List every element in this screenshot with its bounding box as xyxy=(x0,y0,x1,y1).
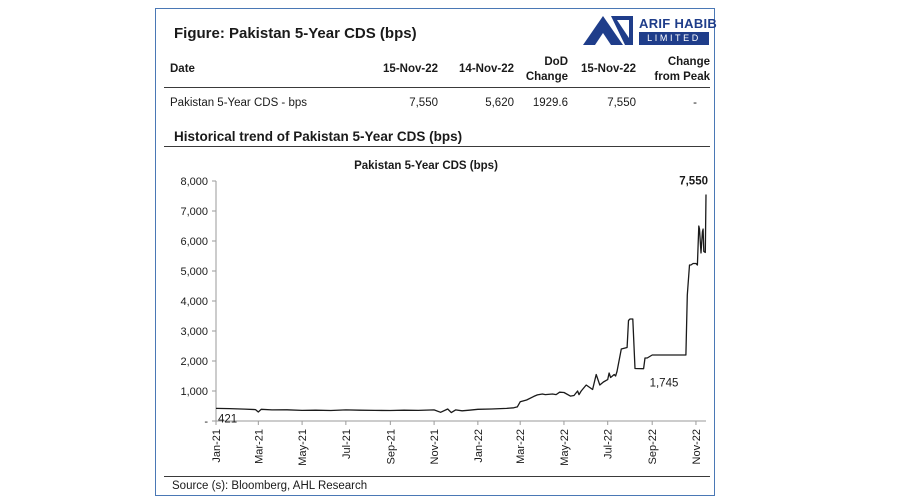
cds-line-chart: Pakistan 5-Year CDS (bps) - 1,000 2,000 3,0… xyxy=(180,160,708,466)
table-cell-dod-change: 1929.6 xyxy=(532,97,568,109)
data-label: 421 xyxy=(218,413,237,425)
y-axis-ticks: - 1,000 2,000 3,000 4,000 5,000 6,000 7,000 8,00… xyxy=(180,176,216,428)
x-tick-label: Jan-22 xyxy=(473,429,485,463)
source-note: Source (s): Bloomberg, AHL Research xyxy=(172,480,368,492)
y-tick-label: 7,000 xyxy=(180,206,208,218)
footer-rule xyxy=(164,476,710,477)
table-header-date: Date xyxy=(170,63,195,75)
y-tick-label: 3,000 xyxy=(180,326,208,338)
x-tick-label: Nov-22 xyxy=(691,429,703,464)
x-tick-label: Jan-21 xyxy=(211,429,223,463)
x-tick-label: Sep-21 xyxy=(385,429,397,464)
table-header-date-current: 15-Nov-22 xyxy=(383,63,438,75)
table-cell-instrument: Pakistan 5-Year CDS - bps xyxy=(170,97,308,109)
figure-frame: Figure: Pakistan 5-Year CDS (bps) ARIF H… xyxy=(155,8,717,496)
company-logo: ARIF HABIB LIMITED xyxy=(581,13,717,47)
x-axis-ticks: Jan-21 Mar-21 May-21 Jul-21 Sep-21 Nov-21 Jan-… xyxy=(211,421,703,466)
table-cell-current: 7,550 xyxy=(409,97,438,109)
x-tick-label: Jul-22 xyxy=(603,429,615,459)
y-tick-label: 5,000 xyxy=(180,266,208,278)
section-rule xyxy=(164,146,710,147)
y-tick-label: 2,000 xyxy=(180,356,208,368)
x-tick-label: Mar-22 xyxy=(515,429,527,464)
data-label: 1,745 xyxy=(650,378,679,390)
table-header-rule xyxy=(164,87,710,88)
table-cell-change-from-peak: - xyxy=(693,97,697,109)
x-tick-label: Sep-22 xyxy=(647,429,659,464)
table-header-change-from-peak: Change from Peak xyxy=(654,56,710,83)
table-cell-peak: 7,550 xyxy=(607,97,636,109)
chart-annotations: 421 1,745 7,550 xyxy=(218,176,708,426)
y-tick-label: 6,000 xyxy=(180,236,208,248)
figure-title: Figure: Pakistan 5-Year CDS (bps) xyxy=(174,25,417,42)
table-header-dod-change: DoD Change xyxy=(525,56,568,83)
logo-name: ARIF HABIB xyxy=(639,16,718,31)
y-tick-label: 1,000 xyxy=(180,386,208,398)
data-label: 7,550 xyxy=(679,176,708,188)
x-tick-label: May-22 xyxy=(559,429,571,466)
y-tick-label: 8,000 xyxy=(180,176,208,188)
y-tick-label: - xyxy=(204,416,208,428)
logo-mark-icon xyxy=(583,16,633,45)
table-cell-previous: 5,620 xyxy=(485,97,514,109)
table-header-date-peak: 15-Nov-22 xyxy=(581,63,636,75)
table-header-date-previous: 14-Nov-22 xyxy=(459,63,514,75)
x-tick-label: Nov-21 xyxy=(429,429,441,464)
x-tick-label: May-21 xyxy=(297,429,309,466)
logo-subtitle: LIMITED xyxy=(639,32,709,45)
y-tick-label: 4,000 xyxy=(180,296,208,308)
chart-title: Pakistan 5-Year CDS (bps) xyxy=(354,160,498,172)
cds-series-line xyxy=(215,194,707,414)
x-tick-label: Mar-21 xyxy=(253,429,265,464)
x-tick-label: Jul-21 xyxy=(341,429,353,459)
section-title: Historical trend of Pakistan 5-Year CDS … xyxy=(174,129,463,144)
